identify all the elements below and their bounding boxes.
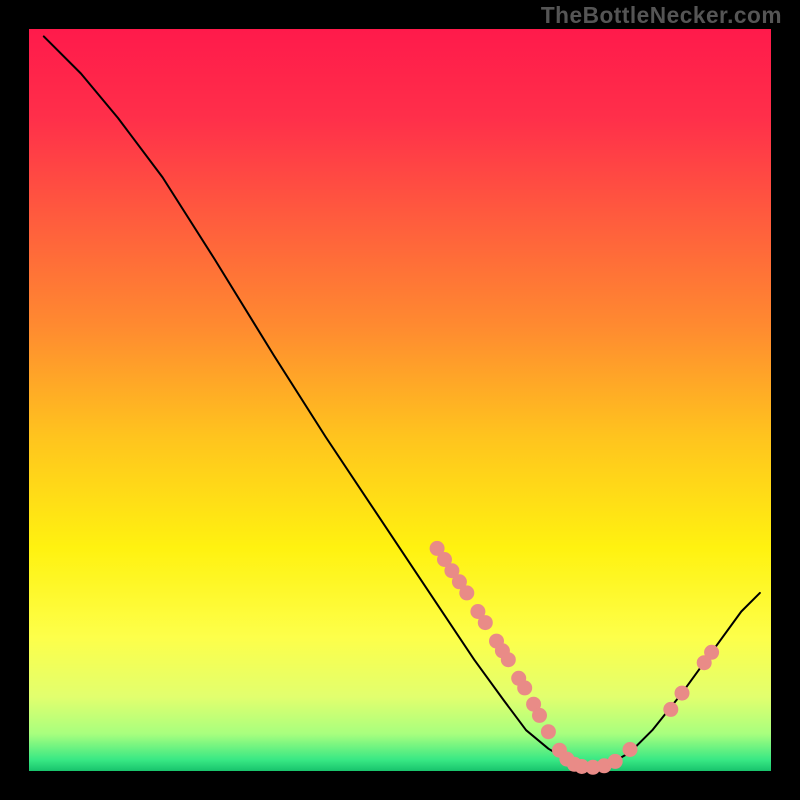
watermark-label: TheBottleNecker.com	[541, 2, 782, 29]
curve-marker	[704, 645, 719, 660]
curve-marker	[501, 652, 516, 667]
bottleneck-chart	[0, 0, 800, 800]
curve-marker	[517, 680, 532, 695]
curve-marker	[532, 708, 547, 723]
curve-marker	[675, 686, 690, 701]
curve-marker	[541, 724, 556, 739]
curve-marker	[608, 754, 623, 769]
chart-container: TheBottleNecker.com	[0, 0, 800, 800]
chart-background-gradient	[29, 29, 771, 771]
curve-marker	[623, 742, 638, 757]
curve-marker	[663, 702, 678, 717]
curve-marker	[459, 585, 474, 600]
curve-marker	[478, 615, 493, 630]
